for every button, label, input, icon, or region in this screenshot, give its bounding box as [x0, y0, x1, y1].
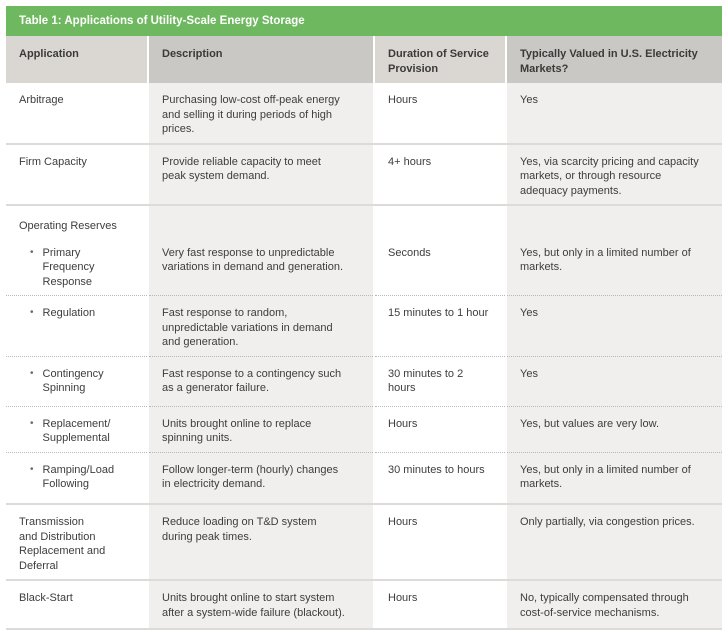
- application-label: Regulation: [42, 307, 96, 320]
- valued-cell: Yes: [505, 83, 722, 145]
- description-cell: Fast response to a contingency such as a…: [147, 356, 374, 407]
- valued-cell: [505, 205, 722, 240]
- valued-cell: Yes, but only in a limited number of mar…: [505, 239, 722, 297]
- valued-cell: Yes: [505, 356, 722, 407]
- document-page: Table 1: Applications of Utility-Scale E…: [6, 6, 722, 630]
- application-cell: Transmission and Distribution Replacemen…: [6, 504, 148, 582]
- duration-cell: 30 minutes to 2 hours: [373, 356, 506, 407]
- duration-cell: Hours: [373, 580, 506, 630]
- table-row-firm-capacity: Firm Capacity Provide reliable capacity …: [6, 143, 722, 207]
- duration-cell: 30 minutes to hours: [373, 452, 506, 506]
- duration-cell: 4+ hours: [373, 143, 506, 207]
- table-header-row: Application Description Duration of Serv…: [6, 36, 722, 83]
- duration-cell: Seconds: [373, 239, 506, 297]
- duration-cell: Hours: [373, 83, 506, 145]
- application-cell: • Ramping/Load Following: [6, 452, 148, 506]
- table-row-contingency-spinning: • Contingency Spinning Fast response to …: [6, 356, 722, 407]
- table-title: Table 1: Applications of Utility-Scale E…: [19, 15, 305, 27]
- application-label: Ramping/Load Following: [42, 463, 115, 491]
- energy-storage-applications-table: Application Description Duration of Serv…: [6, 36, 722, 630]
- valued-cell: Yes, but only in a limited number of mar…: [505, 452, 722, 506]
- application-cell: Black-Start: [6, 580, 148, 630]
- application-label: Replacement/ Supplemental: [42, 417, 111, 445]
- description-cell: Units brought online to replace spinning…: [147, 406, 374, 453]
- description-cell: Reduce loading on T&D system during peak…: [147, 504, 374, 582]
- description-cell: Purchasing low-cost off-peak energy and …: [147, 83, 374, 145]
- description-cell: Units brought online to start system aft…: [147, 580, 374, 630]
- table-title-bar: Table 1: Applications of Utility-Scale E…: [6, 6, 722, 36]
- bullet-icon: •: [30, 246, 34, 258]
- column-header-description: Description: [147, 36, 374, 83]
- table-row-operating-reserves-group: Operating Reserves: [6, 205, 722, 240]
- table-row-arbitrage: Arbitrage Purchasing low-cost off-peak e…: [6, 83, 722, 145]
- table-row-replacement-supplemental: • Replacement/ Supplemental Units brough…: [6, 406, 722, 453]
- column-header-duration: Duration of Service Provision: [373, 36, 506, 83]
- description-cell: Follow longer-term (hourly) changes in e…: [147, 452, 374, 506]
- description-cell: Provide reliable capacity to meet peak s…: [147, 143, 374, 207]
- table-row-ramping-load-following: • Ramping/Load Following Follow longer-t…: [6, 452, 722, 506]
- application-cell: Firm Capacity: [6, 143, 148, 207]
- column-header-valued: Typically Valued in U.S. Electricity Mar…: [505, 36, 722, 83]
- application-cell: Arbitrage: [6, 83, 148, 145]
- duration-cell: 15 minutes to 1 hour: [373, 295, 506, 357]
- bullet-icon: •: [30, 307, 34, 319]
- application-cell: • Contingency Spinning: [6, 356, 148, 407]
- valued-cell: Only partially, via congestion prices.: [505, 504, 722, 582]
- application-cell: • Primary Frequency Response: [6, 239, 148, 297]
- application-cell: • Replacement/ Supplemental: [6, 406, 148, 453]
- table-row-regulation: • Regulation Fast response to random, un…: [6, 295, 722, 357]
- table-row-black-start: Black-Start Units brought online to star…: [6, 580, 722, 630]
- application-label: Contingency Spinning: [42, 367, 104, 395]
- application-group-label: Operating Reserves: [6, 205, 148, 240]
- valued-cell: Yes, via scarcity pricing and capacity m…: [505, 143, 722, 207]
- duration-cell: Hours: [373, 406, 506, 453]
- bullet-icon: •: [30, 463, 34, 475]
- description-cell: [147, 205, 374, 240]
- valued-cell: Yes, but values are very low.: [505, 406, 722, 453]
- table-row-primary-frequency-response: • Primary Frequency Response Very fast r…: [6, 239, 722, 297]
- description-cell: Fast response to random, unpredictable v…: [147, 295, 374, 357]
- valued-cell: No, typically compensated through cost-o…: [505, 580, 722, 630]
- application-cell: • Regulation: [6, 295, 148, 357]
- duration-cell: Hours: [373, 504, 506, 582]
- description-cell: Very fast response to unpredictable vari…: [147, 239, 374, 297]
- application-label: Primary Frequency Response: [42, 246, 95, 288]
- column-header-application: Application: [6, 36, 148, 83]
- bullet-icon: •: [30, 367, 34, 379]
- duration-cell: [373, 205, 506, 240]
- valued-cell: Yes: [505, 295, 722, 357]
- table-row-transmission-distribution: Transmission and Distribution Replacemen…: [6, 504, 722, 582]
- bullet-icon: •: [30, 417, 34, 429]
